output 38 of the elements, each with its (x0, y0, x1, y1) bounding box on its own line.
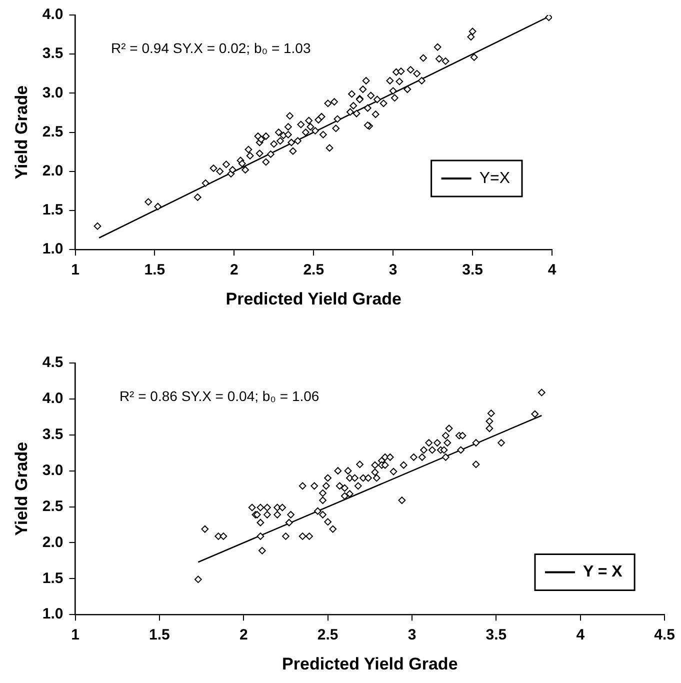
x-tick-label: 2.5 (303, 262, 324, 279)
x-tick-label: 4 (576, 626, 586, 644)
x-tick-label: 2 (230, 262, 238, 279)
y-axis-title: Yield Grade (12, 85, 31, 180)
legend-label: Y = X (582, 564, 623, 581)
y-tick-label: 2.0 (42, 162, 64, 180)
x-tick-label: 2.5 (317, 626, 338, 644)
x-tick-label: 1.5 (149, 626, 170, 644)
x-axis-title: Predicted Yield Grade (226, 289, 402, 308)
x-tick-label: 3.5 (486, 626, 507, 644)
x-tick-label: 4.5 (654, 626, 676, 644)
y-tick-label: 2.5 (42, 498, 64, 515)
x-axis-title: Predicted Yield Grade (282, 654, 458, 674)
y-axis-title: Yield Grade (12, 442, 31, 536)
y-tick-label: 4.5 (42, 354, 64, 372)
y-tick-label: 1.0 (42, 240, 64, 258)
y-tick-label: 1.0 (42, 606, 64, 623)
x-tick-label: 4 (548, 262, 557, 279)
y-tick-label: 2.5 (42, 123, 64, 140)
y-tick-label: 4.0 (42, 6, 64, 24)
legend-label: Y=X (479, 170, 510, 187)
x-tick-label: 1.5 (144, 262, 166, 279)
x-tick-label: 2 (239, 626, 248, 644)
y-tick-label: 1.5 (42, 202, 64, 219)
y-tick-label: 3.5 (42, 45, 64, 62)
y-tick-label: 3.5 (42, 426, 64, 444)
y-tick-label: 2.0 (42, 534, 64, 551)
x-tick-label: 3.5 (462, 262, 483, 279)
x-tick-label: 3 (408, 626, 416, 644)
annotation: R² = 0.94 SY.X = 0.02; b₀ = 1.03 (111, 40, 311, 56)
y-tick-label: 3.0 (42, 84, 64, 102)
x-tick-label: 1 (71, 626, 80, 644)
annotation: R² = 0.86 SY.X = 0.04; b₀ = 1.06 (119, 388, 320, 404)
x-tick-label: 1 (71, 262, 80, 279)
y-tick-label: 4.0 (42, 390, 64, 408)
x-tick-label: 3 (388, 262, 398, 279)
y-tick-label: 3.0 (42, 462, 64, 479)
y-tick-label: 1.5 (42, 570, 64, 587)
